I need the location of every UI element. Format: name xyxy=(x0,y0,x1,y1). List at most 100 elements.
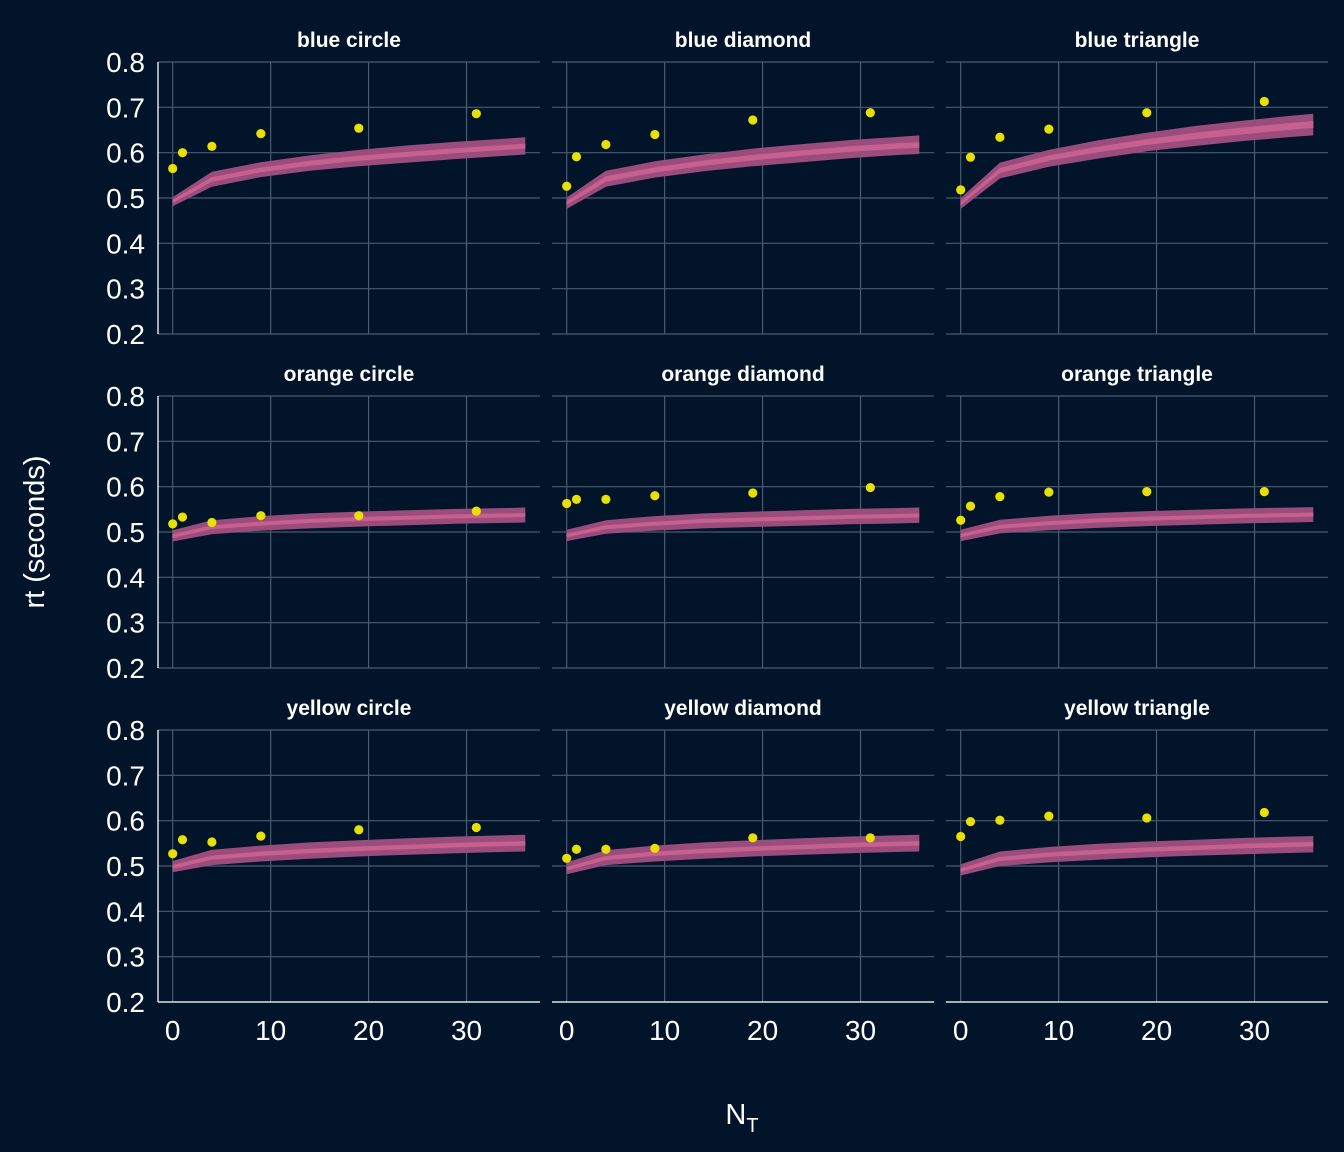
facet-title: blue triangle xyxy=(1075,29,1200,52)
facet-title: blue diamond xyxy=(675,29,812,52)
y-tick-label: 0.4 xyxy=(106,562,145,593)
data-point xyxy=(256,511,266,521)
x-tick-label: 10 xyxy=(255,1015,286,1046)
facet-panel: yellow circle xyxy=(157,697,540,1003)
facet-title: yellow diamond xyxy=(664,697,822,720)
y-tick-label: 0.2 xyxy=(106,653,145,684)
data-point xyxy=(865,482,875,493)
x-tick-label: 0 xyxy=(953,1015,969,1046)
ribbon-inner-band xyxy=(566,841,920,871)
data-point xyxy=(354,825,364,835)
y-tick-label: 0.3 xyxy=(106,608,145,639)
x-tick-label: 30 xyxy=(1239,1015,1270,1046)
data-point xyxy=(995,492,1005,502)
y-tick-label: 0.3 xyxy=(106,942,145,973)
ribbon-outer-band xyxy=(566,834,920,875)
ribbon-inner-band xyxy=(172,513,526,538)
y-tick-label: 0.2 xyxy=(106,319,145,350)
y-tick-label: 0.7 xyxy=(106,426,145,457)
data-point xyxy=(956,831,966,842)
data-point xyxy=(562,853,572,863)
facet-panel: blue circle xyxy=(157,29,540,335)
ribbon-inner-band xyxy=(960,512,1314,538)
y-tick-label: 0.2 xyxy=(106,987,145,1018)
y-tick-label: 0.4 xyxy=(106,896,145,927)
data-point xyxy=(650,129,660,140)
data-point xyxy=(965,152,976,162)
data-point xyxy=(471,822,481,833)
ribbon-inner-band xyxy=(960,842,1314,872)
y-tick-label: 0.8 xyxy=(106,381,145,412)
data-point xyxy=(471,109,481,119)
data-point xyxy=(865,108,875,118)
ribbon-inner-band xyxy=(960,120,1314,206)
y-axis-tick-labels: 0.2 0.3 0.4 0.5 0.6 0.7 0.8 0.2 0.3 0.4 0.5 0.6 0.7 0… xyxy=(106,47,145,1018)
data-point xyxy=(650,491,660,501)
data-point xyxy=(256,831,266,841)
data-point xyxy=(1259,807,1269,818)
data-point xyxy=(354,123,364,133)
y-tick-label: 0.6 xyxy=(106,472,145,503)
x-tick-label: 20 xyxy=(353,1015,384,1046)
y-axis-title: rt (seconds) xyxy=(19,455,51,608)
y-tick-label: 0.5 xyxy=(106,851,145,882)
data-point xyxy=(562,181,572,191)
y-tick-label: 0.5 xyxy=(106,517,145,548)
ribbon-inner-band xyxy=(566,513,920,538)
facet-panel: blue triangle xyxy=(946,29,1328,335)
y-tick-label: 0.3 xyxy=(106,274,145,305)
x-tick-label: 10 xyxy=(649,1015,680,1046)
data-point xyxy=(168,163,178,174)
data-point xyxy=(1142,813,1152,823)
data-point xyxy=(1142,487,1152,497)
facet-panel: orange circle xyxy=(157,363,540,669)
x-axis-title-subscript: T xyxy=(746,1115,758,1137)
y-tick-label: 0.4 xyxy=(106,228,145,259)
data-point xyxy=(1044,124,1054,134)
data-point xyxy=(168,519,178,529)
data-point xyxy=(562,498,572,509)
data-point xyxy=(1044,811,1054,821)
data-point xyxy=(256,129,266,139)
y-tick-label: 0.5 xyxy=(106,183,145,214)
data-point xyxy=(865,833,875,843)
data-point xyxy=(995,132,1005,142)
ribbon-outer-band xyxy=(566,135,920,209)
data-point xyxy=(965,816,976,827)
x-tick-label: 20 xyxy=(747,1015,778,1046)
x-axis-title-main: N xyxy=(725,1099,746,1131)
data-point xyxy=(1259,96,1269,107)
data-point xyxy=(207,837,217,847)
x-tick-label: 0 xyxy=(165,1015,181,1046)
data-point xyxy=(207,517,217,528)
data-point xyxy=(168,849,178,859)
data-point xyxy=(471,506,481,516)
data-point xyxy=(956,515,966,525)
facet-title: orange triangle xyxy=(1061,363,1213,386)
x-tick-label: 0 xyxy=(559,1015,575,1046)
data-point xyxy=(965,501,976,511)
y-tick-label: 0.8 xyxy=(106,715,145,746)
ribbon-inner-band xyxy=(566,142,920,205)
data-point xyxy=(601,494,611,504)
facet-panel: orange diamond xyxy=(552,363,934,669)
data-point xyxy=(571,494,582,504)
ribbon-inner-band xyxy=(172,143,526,203)
facet-panel: yellow triangle xyxy=(946,697,1328,1003)
x-axis-tick-labels: 0 10 20 30 0 10 20 30 0 10 20 30 xyxy=(165,1015,1270,1046)
facet-title: yellow triangle xyxy=(1064,697,1210,720)
ribbon-inner-band xyxy=(172,841,526,869)
y-tick-label: 0.7 xyxy=(106,760,145,791)
facet-title: orange diamond xyxy=(661,363,824,386)
data-point xyxy=(748,488,758,498)
data-point xyxy=(995,815,1005,825)
facet-panel: orange triangle xyxy=(946,363,1328,669)
data-point xyxy=(177,148,188,158)
x-tick-label: 20 xyxy=(1141,1015,1172,1046)
data-point xyxy=(601,139,611,150)
data-point xyxy=(571,844,582,854)
data-point xyxy=(177,512,188,522)
y-tick-label: 0.7 xyxy=(106,92,145,123)
